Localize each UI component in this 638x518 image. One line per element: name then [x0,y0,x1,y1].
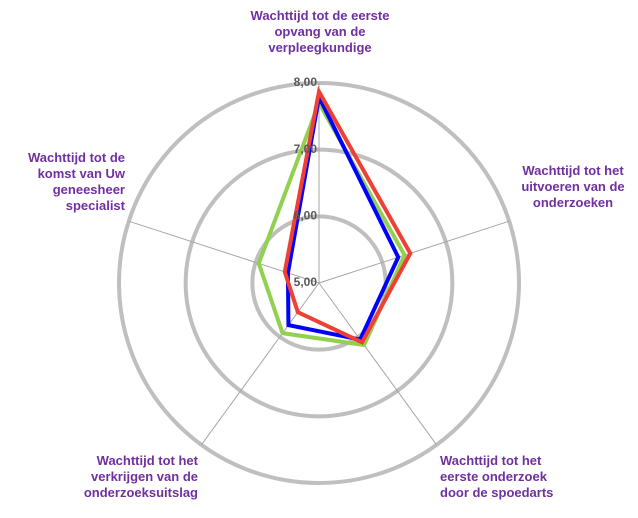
axis-line [318,282,437,446]
axis-line [201,282,320,446]
series-line [285,90,401,342]
tick-label: 7,00 [294,142,318,156]
category-label: Wachttijd tot de eerste opvang van de ve… [250,8,390,55]
tick-label: 5,00 [294,275,318,289]
tick-label: 6,00 [294,209,318,223]
category-label: Wachttijd tot het uitvoeren van de onder… [521,163,625,210]
category-label: Wachttijd tot de komst van Uw geneesheer… [27,150,125,213]
category-label: Wachttijd tot het eerste onderzoek door … [440,453,554,500]
category-label: Wachttijd tot het verkrijgen van de onde… [83,453,198,500]
series-line [256,98,407,348]
axis-line [318,220,510,284]
series-line [282,85,413,345]
tick-label: 8,00 [294,75,318,89]
